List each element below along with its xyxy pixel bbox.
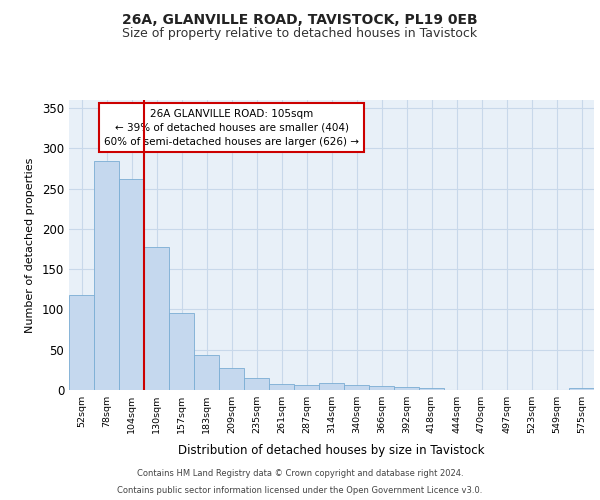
- Bar: [194, 354, 219, 390]
- Bar: [319, 383, 344, 390]
- Bar: [569, 388, 594, 390]
- Bar: [294, 385, 319, 390]
- Bar: [119, 179, 144, 390]
- Bar: [94, 161, 119, 390]
- Text: Size of property relative to detached houses in Tavistock: Size of property relative to detached ho…: [122, 28, 478, 40]
- Text: 26A GLANVILLE ROAD: 105sqm
← 39% of detached houses are smaller (404)
60% of sem: 26A GLANVILLE ROAD: 105sqm ← 39% of deta…: [104, 108, 359, 146]
- Bar: [144, 246, 169, 390]
- X-axis label: Distribution of detached houses by size in Tavistock: Distribution of detached houses by size …: [178, 444, 485, 458]
- Text: 26A, GLANVILLE ROAD, TAVISTOCK, PL19 0EB: 26A, GLANVILLE ROAD, TAVISTOCK, PL19 0EB: [122, 12, 478, 26]
- Text: Contains HM Land Registry data © Crown copyright and database right 2024.: Contains HM Land Registry data © Crown c…: [137, 468, 463, 477]
- Bar: [419, 388, 444, 390]
- Bar: [369, 386, 394, 390]
- Bar: [244, 378, 269, 390]
- Y-axis label: Number of detached properties: Number of detached properties: [25, 158, 35, 332]
- Bar: [344, 385, 369, 390]
- Bar: [269, 384, 294, 390]
- Bar: [219, 368, 244, 390]
- Bar: [69, 295, 94, 390]
- Bar: [394, 387, 419, 390]
- Bar: [169, 314, 194, 390]
- Text: Contains public sector information licensed under the Open Government Licence v3: Contains public sector information licen…: [118, 486, 482, 495]
